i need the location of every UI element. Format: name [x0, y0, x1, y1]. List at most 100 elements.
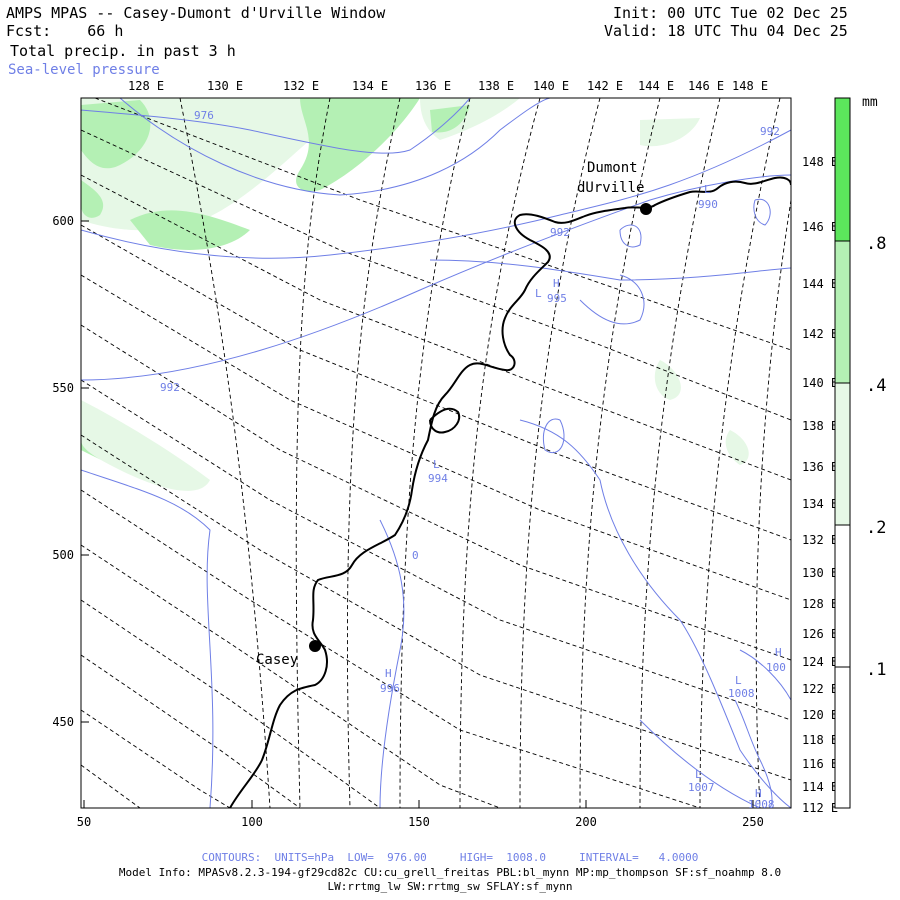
precip-shading — [81, 98, 749, 491]
contour-label: 992 — [550, 226, 570, 239]
contour-label: 992 — [160, 381, 180, 394]
pressure-center-markers: L H L L H L H H L — [385, 183, 782, 800]
right-lon-label: 144 E — [802, 277, 838, 291]
y-tick-label: 550 — [52, 381, 74, 395]
precip-spot-east2 — [725, 430, 749, 465]
top-lon-label: 146 E — [688, 79, 724, 93]
precip-spot-west — [81, 180, 104, 218]
physics-info: LW:rrtmg_lw SW:rrtmg_sw SFLAY:sf_mynn — [327, 880, 573, 893]
station-label-casey: Casey — [256, 652, 298, 668]
top-longitude-labels: 128 E 130 E 132 E 134 E 136 E 138 E 140 … — [128, 79, 768, 93]
colorbar-swatch-04 — [835, 241, 850, 383]
x-tick-label: 150 — [408, 815, 430, 829]
pressure-center-marker: H — [775, 646, 782, 659]
field-description: Total precip. in past 3 h — [10, 42, 236, 60]
contour-label-group: 976 992 992 992 995 990 994 996 1008 100… — [160, 109, 786, 811]
colorbar-label: .2 — [866, 518, 886, 538]
colorbar-frame — [834, 97, 851, 809]
contour-label: 1008 — [748, 798, 775, 811]
plot-frame — [80, 97, 792, 809]
pressure-center-marker: L — [535, 287, 542, 300]
colorbar-swatch-08 — [835, 98, 850, 241]
top-lon-label: 144 E — [638, 79, 674, 93]
model-info: Model Info: MPASv8.2.3-194-gf29cd82c CU:… — [118, 866, 782, 879]
right-lon-label: 118 E — [802, 733, 838, 747]
casey-marker — [309, 640, 321, 652]
top-lon-label: 132 E — [283, 79, 319, 93]
pressure-center-marker: L — [695, 768, 702, 781]
pressure-center-marker: H — [385, 667, 392, 680]
colorbar-label: .4 — [866, 376, 886, 396]
station-label-durville: dUrville — [577, 180, 644, 196]
top-lon-label: 128 E — [128, 79, 164, 93]
init-time: Init: 00 UTC Tue 02 Dec 25 — [613, 4, 848, 22]
contour-label: 992 — [760, 125, 780, 138]
right-lon-label: 112 E — [802, 801, 838, 815]
coastline — [229, 176, 791, 808]
right-lon-label: 114 E — [802, 780, 838, 794]
forecast-value: 66 h — [87, 22, 124, 40]
precip-area-southwest — [81, 400, 210, 491]
forecast-label: Fcst: — [6, 22, 52, 40]
graticule — [81, 98, 791, 808]
y-tick-label: 500 — [52, 548, 74, 562]
x-tick-label: 50 — [77, 815, 91, 829]
right-lon-label: 124 E — [802, 655, 838, 669]
contour-label: 100 — [766, 661, 786, 674]
pressure-center-marker: H — [755, 787, 762, 800]
pressure-center-marker: L — [735, 674, 742, 687]
right-longitude-labels: 148 E 146 E 144 E 142 E 140 E 138 E 136 … — [802, 155, 838, 815]
right-lon-label: 138 E — [802, 419, 838, 433]
precip-area-nw-core — [81, 100, 151, 169]
pressure-center-marker: H — [553, 277, 560, 290]
forecast-hour: Fcst: 66 h — [6, 22, 123, 40]
map-title: AMPS MPAS -- Casey-Dumont d'Urville Wind… — [6, 4, 386, 22]
right-lon-label: 134 E — [802, 497, 838, 511]
contour-label: 990 — [698, 198, 718, 211]
top-lon-label: 140 E — [533, 79, 569, 93]
top-lon-label: 130 E — [207, 79, 243, 93]
contour-info: CONTOURS: UNITS=hPa LOW= 976.00 HIGH= 10… — [201, 851, 699, 864]
top-lon-label: 138 E — [478, 79, 514, 93]
contour-label: 995 — [547, 292, 567, 305]
contour-label: 1008 — [728, 687, 755, 700]
precip-band-west — [130, 210, 250, 250]
right-lon-label: 146 E — [802, 220, 838, 234]
contour-label: 1007 — [688, 781, 715, 794]
dumont-durville-marker — [640, 203, 652, 215]
right-lon-label: 122 E — [802, 682, 838, 696]
pressure-center-marker: L — [433, 458, 440, 471]
right-lon-label: 130 E — [802, 566, 838, 580]
right-lon-label: 148 E — [802, 155, 838, 169]
y-axis-labels: 600 550 500 450 — [52, 214, 74, 729]
colorbar-swatch-02 — [835, 383, 850, 525]
x-tick-label: 100 — [241, 815, 263, 829]
right-lon-label: 142 E — [802, 327, 838, 341]
precip-spot-ne — [640, 118, 700, 147]
right-lon-label: 136 E — [802, 460, 838, 474]
x-tick-label: 200 — [575, 815, 597, 829]
precip-colorbar: mm .8 .4 .2 .1 — [834, 95, 886, 809]
precip-band-north — [296, 98, 420, 192]
valid-time: Valid: 18 UTC Thu 04 Dec 25 — [604, 22, 848, 40]
station-label-dumont: Dumont — [587, 160, 638, 176]
colorbar-label: .8 — [866, 234, 886, 254]
colorbar-unit: mm — [862, 95, 878, 110]
top-lon-label: 142 E — [587, 79, 623, 93]
y-tick-label: 600 — [52, 214, 74, 228]
x-axis-ticks — [83, 800, 754, 808]
precip-area-nw — [81, 98, 360, 231]
colorbar-label: .1 — [866, 660, 886, 680]
precip-spot-east — [654, 360, 681, 400]
right-lon-label: 126 E — [802, 627, 838, 641]
top-lon-label: 136 E — [415, 79, 451, 93]
contour-label: 994 — [428, 472, 448, 485]
top-lon-label: 148 E — [732, 79, 768, 93]
right-lon-label: 120 E — [802, 708, 838, 722]
y-tick-label: 450 — [52, 715, 74, 729]
right-lon-label: 132 E — [802, 533, 838, 547]
top-lon-label: 134 E — [352, 79, 388, 93]
right-lon-label: 128 E — [802, 597, 838, 611]
right-lon-label: 116 E — [802, 757, 838, 771]
